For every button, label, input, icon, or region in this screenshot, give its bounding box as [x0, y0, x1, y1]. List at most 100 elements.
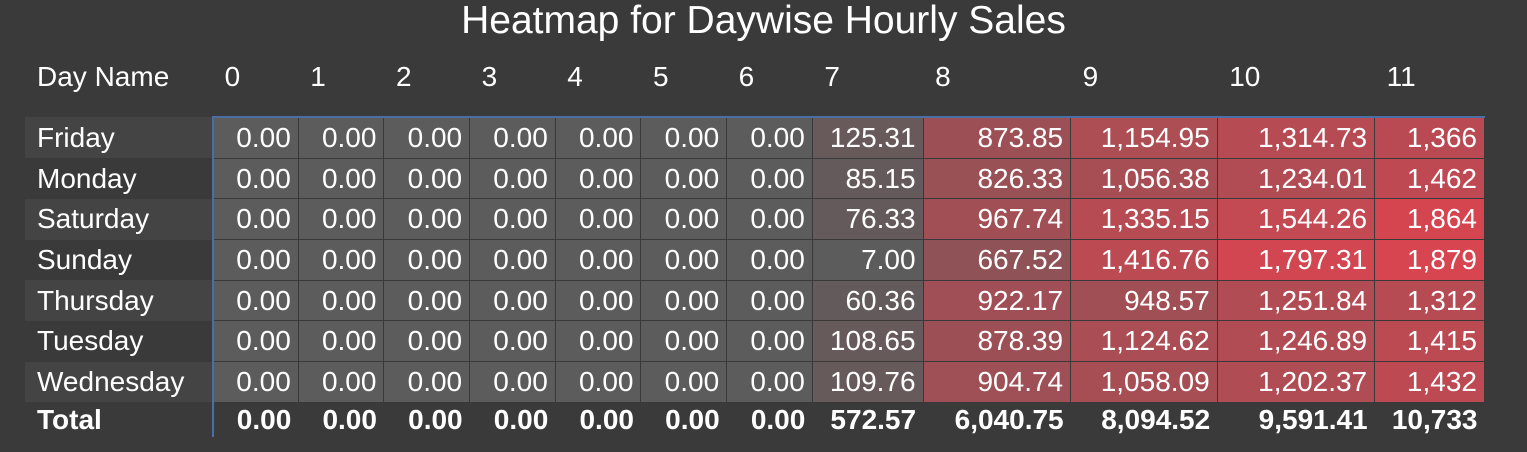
heatmap-cell: 0.00	[383, 361, 471, 403]
column-header: 6	[738, 61, 755, 92]
heatmap-row: Friday 0.00 0.00 0.00 0.00 0.00 0.00 0.00 125.31…	[25, 115, 1485, 159]
total-cell: 0.00	[665, 403, 720, 435]
heatmap-cell: 0.00	[383, 198, 471, 241]
heatmap-cell: 967.74	[922, 198, 1072, 241]
heatmap-cell: 0.00	[554, 115, 642, 159]
heatmap-cell: 0.00	[469, 115, 556, 159]
heatmap-cell: 0.00	[640, 239, 728, 281]
heatmap-table-container: Day Name 0 1 2 3 4 5 6 7 8 9 10 11 Friday 0.00 0.00 0.…	[25, 58, 1485, 438]
heatmap-cell: 1,366	[1374, 115, 1485, 159]
heatmap-cell: 0.00	[554, 320, 642, 363]
heatmap-cell: 125.31	[811, 115, 924, 159]
heatmap-cell: 60.36	[811, 279, 924, 322]
heatmap-cell: 0.00	[383, 239, 471, 281]
column-header: 4	[567, 61, 583, 92]
heatmap-cell: 1,335.15	[1070, 198, 1218, 241]
heatmap-cell: 1,432	[1374, 361, 1485, 403]
heatmap-cell: 0.00	[554, 157, 642, 200]
heatmap-cell: 826.33	[922, 157, 1072, 200]
heatmap-row: Saturday 0.00 0.00 0.00 0.00 0.00 0.00 0.00 76.3…	[25, 198, 1485, 241]
row-label: Sunday	[25, 239, 214, 281]
heatmap-row: Monday 0.00 0.00 0.00 0.00 0.00 0.00 0.00 85.15 8…	[25, 157, 1485, 200]
heatmap-cell: 0.00	[726, 157, 813, 200]
heatmap-cell: 1,312	[1374, 279, 1485, 322]
heatmap-cell: 0.00	[469, 361, 556, 403]
column-header: 3	[481, 61, 498, 92]
heatmap-cell: 0.00	[469, 198, 556, 241]
column-header: 7	[824, 61, 840, 92]
row-label: Friday	[25, 117, 214, 159]
heatmap-cell: 904.74	[922, 361, 1072, 403]
heatmap-cell: 1,124.62	[1070, 320, 1218, 363]
heatmap-cell: 0.00	[726, 115, 813, 159]
heatmap-cell: 0.00	[726, 239, 813, 281]
heatmap-cell: 0.00	[726, 198, 813, 241]
heatmap-cell: 0.00	[554, 279, 642, 322]
heatmap-cell: 0.00	[469, 320, 556, 363]
heatmap-cell: 1,246.89	[1216, 320, 1376, 363]
heatmap-cell: 1,202.37	[1216, 361, 1376, 403]
chart-title: Heatmap for Daywise Hourly Sales	[461, 0, 1066, 42]
heatmap-cell: 0.00	[297, 198, 385, 241]
heatmap-cell: 0.00	[640, 279, 728, 322]
heatmap-cell: 1,415	[1374, 320, 1485, 363]
heatmap-cell: 85.15	[811, 157, 924, 200]
column-header: 10	[1229, 61, 1261, 92]
heatmap-cell: 1,058.09	[1070, 361, 1218, 403]
heatmap-cell: 0.00	[383, 115, 471, 159]
heatmap-cell: 0.00	[726, 279, 813, 322]
row-label: Tuesday	[25, 320, 214, 362]
column-header: 0	[224, 61, 241, 92]
heatmap-cell: 0.00	[383, 279, 471, 322]
heatmap-cell: 0.00	[297, 239, 385, 281]
heatmap-cell: 0.00	[640, 198, 728, 241]
total-cell: 0.00	[750, 403, 806, 435]
total-cell: 0.00	[322, 403, 377, 435]
heatmap-cell: 0.00	[212, 157, 299, 200]
heatmap-cell: 1,251.84	[1216, 279, 1376, 322]
heatmap-cell: 0.00	[469, 157, 556, 200]
heatmap-cell: 0.00	[212, 239, 299, 281]
heatmap-cell: 0.00	[297, 115, 385, 159]
heatmap-cell: 878.39	[922, 320, 1072, 363]
heatmap-cell: 922.17	[922, 279, 1072, 322]
total-cell: 6,040.75	[954, 403, 1064, 435]
heatmap-cell: 0.00	[554, 361, 642, 403]
heatmap-cell: 0.00	[469, 279, 556, 322]
heatmap-cell: 0.00	[383, 157, 471, 200]
heatmap-table: Day Name 0 1 2 3 4 5 6 7 8 9 10 11 Friday 0.00 0.00 0.…	[25, 58, 1485, 437]
heatmap-cell: 0.00	[726, 320, 813, 363]
row-label: Monday	[25, 158, 214, 199]
heatmap-cell: 1,056.38	[1070, 157, 1218, 200]
heatmap-cell: 76.33	[811, 198, 924, 241]
heatmap-cell: 0.00	[212, 115, 299, 159]
heatmap-cell: 0.00	[640, 361, 728, 403]
heatmap-row: Sunday 0.00 0.00 0.00 0.00 0.00 0.00 0.00 7.00 66…	[25, 239, 1485, 281]
heatmap-cell: 667.52	[922, 239, 1072, 281]
column-header: 8	[935, 61, 951, 92]
heatmap-cell: 1,234.01	[1216, 157, 1376, 200]
heatmap-cell: 0.00	[297, 361, 385, 403]
total-cell: 0.00	[493, 403, 549, 435]
heatmap-cell: 109.76	[811, 361, 924, 403]
heatmap-cell: 873.85	[922, 115, 1072, 159]
total-cell: 0.00	[408, 403, 463, 435]
column-header: 1	[310, 61, 326, 92]
heatmap-cell: 108.65	[811, 320, 924, 363]
heatmap-cell: 0.00	[726, 361, 813, 403]
row-label: Wednesday	[25, 361, 214, 403]
total-cell: 0.00	[579, 403, 634, 435]
heatmap-cell: 0.00	[212, 279, 299, 322]
column-header: 11	[1386, 61, 1416, 92]
row-label: Thursday	[25, 280, 214, 321]
heatmap-cell: 0.00	[212, 361, 299, 403]
total-label: Total	[25, 402, 214, 437]
heatmap-cell: 1,864	[1374, 198, 1485, 241]
total-row: Total 0.00 0.00 0.00 0.00 0.00 0.00 0.00 572.57…	[25, 402, 1485, 437]
heatmap-cell: 0.00	[212, 198, 299, 241]
total-cell: 572.57	[830, 403, 917, 435]
total-cell: 8,094.52	[1101, 403, 1211, 435]
heatmap-cell: 0.00	[297, 279, 385, 322]
column-header: 2	[395, 61, 412, 92]
heatmap-cell: 0.00	[554, 239, 642, 281]
